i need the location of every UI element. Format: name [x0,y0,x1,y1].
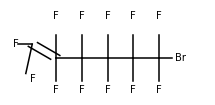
Text: F: F [105,11,110,21]
Text: Br: Br [175,53,186,63]
Text: F: F [53,85,59,94]
Text: F: F [31,74,36,84]
Text: F: F [131,85,136,94]
Text: F: F [105,85,110,94]
Text: F: F [53,11,59,21]
Text: F: F [12,39,18,49]
Text: F: F [79,85,84,94]
Text: F: F [156,11,162,21]
Text: F: F [79,11,84,21]
Text: F: F [156,85,162,94]
Text: F: F [131,11,136,21]
